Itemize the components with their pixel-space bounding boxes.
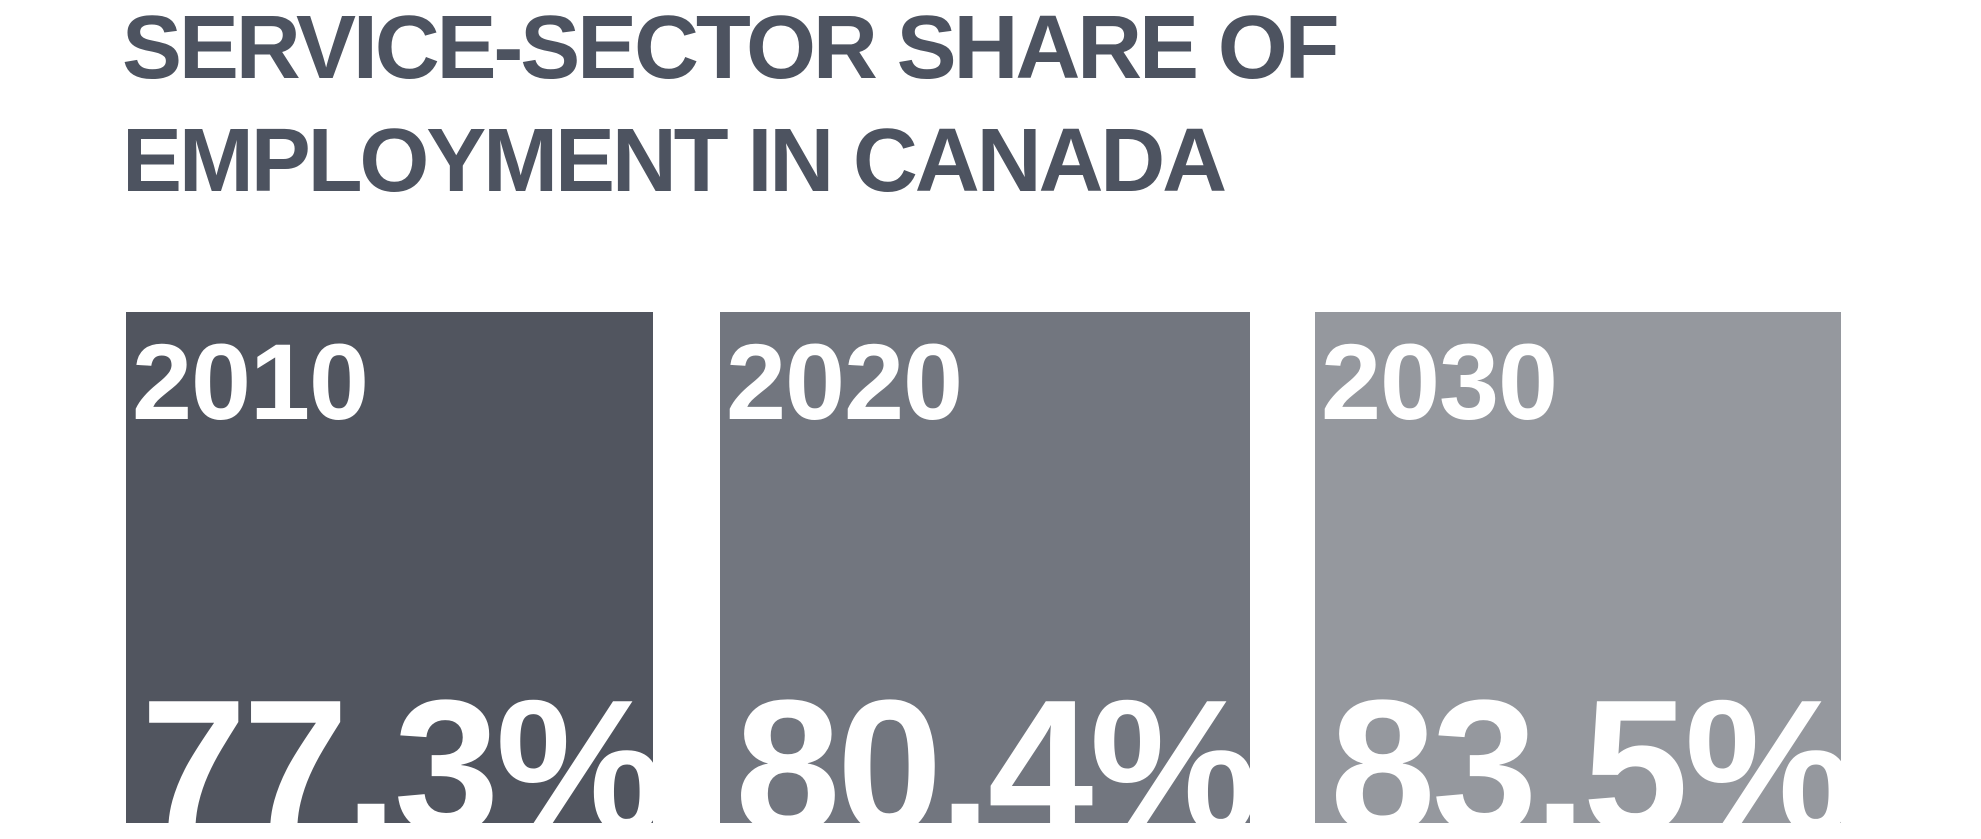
value-label: 80.4% (735, 661, 1250, 823)
year-label: 2020 (726, 321, 963, 442)
chart-box-2030: 2030 83.5% (1315, 312, 1841, 823)
year-label: 2030 (1321, 321, 1558, 442)
title-line-2: EMPLOYMENT IN CANADA (122, 110, 1227, 211)
year-label: 2010 (132, 321, 369, 442)
value-label: 77.3% (141, 661, 653, 823)
chart-box-2020: 2020 80.4% (720, 312, 1250, 823)
value-label: 83.5% (1330, 661, 1841, 823)
title-line-1: SERVICE-SECTOR SHARE OF (122, 0, 1340, 98)
chart-box-2010: 2010 77.3% (126, 312, 653, 823)
page-title: SERVICE-SECTOR SHARE OF EMPLOYMENT IN CA… (122, 0, 1340, 217)
